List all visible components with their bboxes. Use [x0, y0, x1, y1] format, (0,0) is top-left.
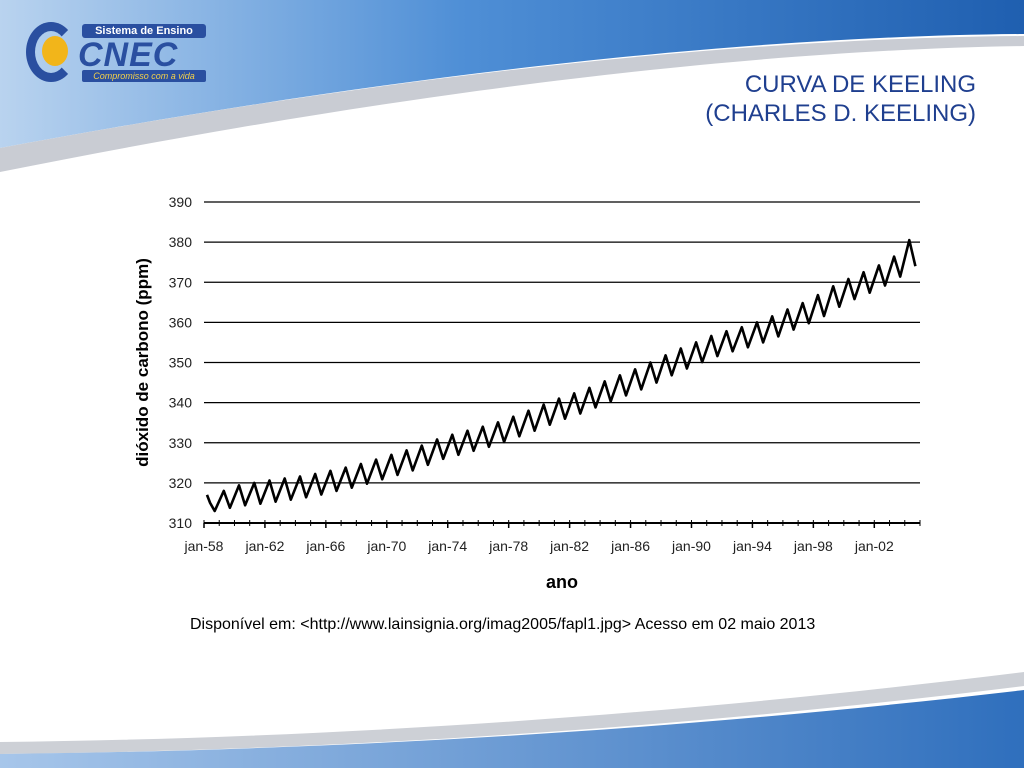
x-tick-label: jan-78 [488, 538, 528, 554]
x-tick-label: jan-86 [610, 538, 650, 554]
slide-title: CURVA DE KEELING (CHARLES D. KEELING) [576, 70, 976, 129]
cnec-logo: Sistema de Ensino CNEC Compromisso com a… [26, 18, 206, 88]
source-caption: Disponível em: <http://www.lainsignia.or… [190, 616, 816, 633]
y-tick-label: 340 [169, 395, 193, 411]
x-tick-label: jan-70 [366, 538, 406, 554]
x-axis-ticks: jan-58 jan-62 jan-66 jan-70 jan-74 jan-78 jan-… [184, 520, 921, 554]
x-tick-label: jan-94 [732, 538, 772, 554]
x-axis-label: ano [546, 572, 578, 592]
top-blue-band [0, 0, 1024, 148]
chart-grid [204, 201, 920, 524]
bottom-blue-band [0, 690, 1024, 768]
chart-series [205, 238, 917, 513]
x-tick-label: jan-66 [305, 538, 345, 554]
y-tick-label: 370 [169, 274, 193, 290]
y-tick-label: 350 [169, 355, 193, 371]
logo-dot-icon [42, 36, 68, 66]
y-tick-label: 320 [169, 475, 193, 491]
title-line-2: (CHARLES D. KEELING) [705, 100, 976, 128]
bottom-gray-band [0, 672, 1024, 754]
x-tick-label: jan-74 [427, 538, 467, 554]
chart-container: 310 320 330 340 350 360 370 380 390 jan-58 jan-62… [130, 180, 930, 600]
x-tick-label: jan-98 [793, 538, 833, 554]
y-tick-label: 330 [169, 435, 193, 451]
x-tick-label: jan-62 [244, 538, 284, 554]
logo-main-text: CNEC [78, 36, 179, 74]
x-tick-label: jan-90 [671, 538, 711, 554]
y-tick-label: 360 [169, 314, 193, 330]
x-tick-label: jan-02 [854, 538, 894, 554]
x-tick-label: jan-82 [549, 538, 589, 554]
co2-series-line [205, 238, 917, 513]
y-tick-label: 380 [169, 234, 193, 250]
logo-top-text: Sistema de Ensino [82, 24, 206, 38]
y-axis-ticks: 310 320 330 340 350 360 370 380 390 [169, 194, 193, 531]
x-tick-label: jan-58 [184, 538, 224, 554]
y-tick-label: 310 [169, 515, 193, 531]
keeling-curve-chart: 310 320 330 340 350 360 370 380 390 jan-58 jan-62… [133, 194, 921, 592]
title-line-1: CURVA DE KEELING [744, 71, 976, 98]
logo-tagline: Compromisso com a vida [82, 70, 206, 82]
y-tick-label: 390 [169, 194, 193, 210]
logo-ring-icon [26, 22, 76, 82]
y-axis-label: dióxido de carbono (ppm) [133, 258, 152, 467]
